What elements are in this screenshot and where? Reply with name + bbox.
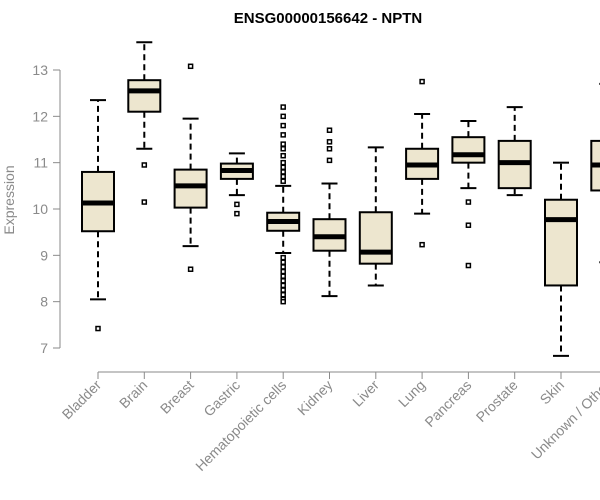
box-group	[173, 63, 208, 272]
x-tick-label: Lung	[395, 377, 428, 410]
x-tick-label: Prostate	[473, 377, 521, 425]
x-tick-label: Breast	[157, 377, 197, 417]
outlier-point	[419, 78, 425, 85]
boxes-layer	[81, 41, 600, 357]
box-group	[81, 99, 115, 332]
outlier-point	[280, 164, 286, 171]
outlier-point	[326, 157, 333, 164]
x-tick-label: Hematopoietic cells	[192, 377, 289, 474]
outlier-point	[280, 152, 286, 159]
outlier-point	[234, 210, 240, 217]
box-iqr	[173, 168, 208, 209]
outlier-point	[280, 146, 286, 152]
outlier-point	[280, 132, 286, 138]
outlier-point	[326, 139, 333, 145]
box-group	[219, 152, 254, 217]
outlier-point	[280, 113, 286, 120]
box-iqr	[127, 79, 162, 113]
y-tick-label: 13	[32, 62, 48, 78]
outlier-point	[465, 199, 472, 205]
box-group	[544, 161, 578, 357]
outlier-point	[280, 273, 286, 279]
y-tick-label: 10	[32, 201, 48, 217]
outlier-point	[280, 278, 286, 284]
box-group	[497, 106, 532, 197]
outlier-point	[280, 122, 286, 129]
outlier-point	[141, 162, 148, 168]
x-tick-label: Brain	[116, 377, 150, 411]
box-group	[358, 146, 393, 287]
x-tick-label: Bladder	[59, 377, 105, 423]
y-tick-label: 8	[40, 294, 48, 310]
box-iqr	[451, 136, 486, 164]
outlier-point	[187, 266, 194, 272]
box-group	[405, 78, 440, 248]
y-axis: 7 8 9 10 11 12 13	[32, 62, 61, 356]
outlier-point	[280, 287, 286, 293]
chart-title: ENSG00000156642 - NPTN	[234, 10, 422, 27]
outlier-point	[234, 201, 240, 208]
x-tick-label: Pancreas	[421, 377, 474, 430]
box-group	[312, 127, 347, 298]
y-tick-label: 7	[40, 340, 48, 356]
outlier-point	[326, 127, 333, 133]
outlier-point	[280, 264, 286, 270]
outlier-point	[280, 298, 286, 305]
box-iqr	[358, 211, 393, 265]
outlier-point	[95, 325, 101, 332]
y-tick-label: 12	[32, 108, 48, 124]
y-tick-label: 9	[40, 247, 48, 263]
outlier-point	[141, 199, 148, 205]
x-tick-label: Liver	[349, 377, 382, 410]
x-tick-label: Kidney	[294, 377, 336, 419]
outlier-point	[280, 141, 286, 147]
y-tick-label: 11	[33, 155, 48, 171]
outlier-point	[280, 254, 286, 261]
outlier-point	[280, 159, 286, 166]
outlier-point	[280, 282, 286, 289]
outlier-point	[280, 169, 286, 175]
outlier-point	[280, 178, 286, 184]
outlier-point	[419, 241, 425, 248]
x-tick-label: Skin	[537, 377, 568, 408]
box-group	[451, 119, 486, 269]
y-axis-title: Expression	[1, 165, 17, 234]
outlier-point	[280, 104, 286, 110]
outlier-point	[465, 262, 472, 269]
outlier-point	[280, 173, 286, 180]
box-group	[590, 82, 600, 264]
outlier-point	[326, 146, 333, 152]
box-group	[127, 41, 162, 205]
x-tick-label: Gastric	[200, 377, 243, 420]
outlier-point	[187, 63, 194, 70]
box-group	[266, 104, 301, 305]
outlier-point	[280, 259, 286, 266]
outlier-point	[465, 222, 472, 228]
box-iqr	[544, 198, 578, 287]
outlier-point	[280, 291, 286, 298]
outlier-point	[280, 268, 286, 275]
